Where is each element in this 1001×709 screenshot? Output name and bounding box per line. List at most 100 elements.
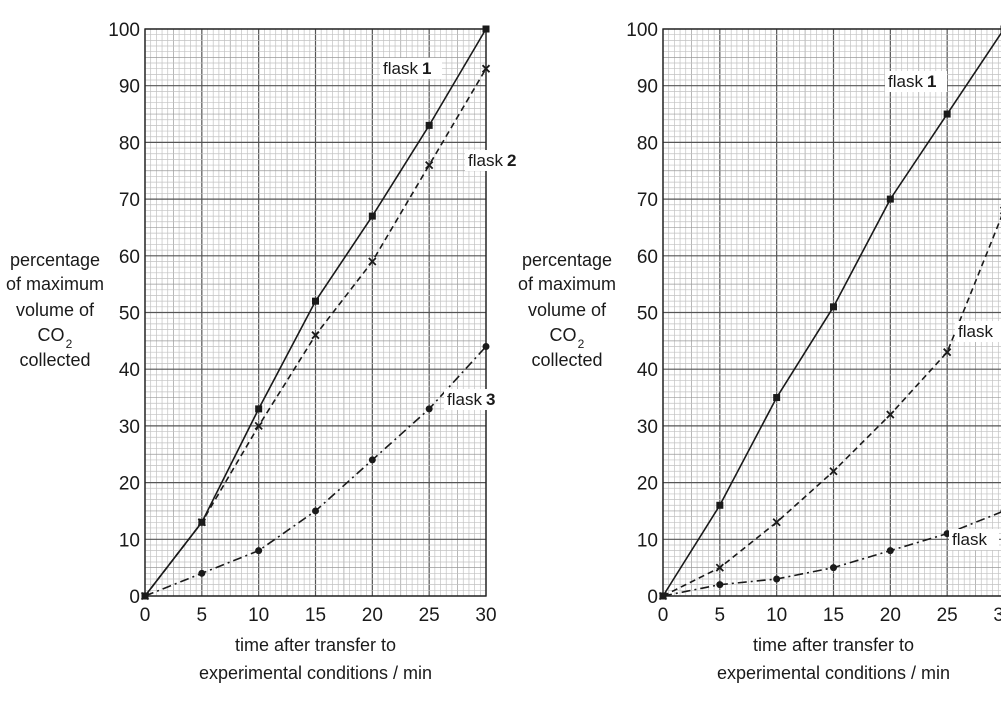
x-tick-label: 15 — [823, 605, 844, 626]
x-tick-label: 10 — [248, 605, 269, 626]
x-tick-label: 5 — [715, 605, 726, 626]
y-tick-label: 60 — [119, 247, 140, 268]
x-tick-label: 15 — [305, 605, 326, 626]
series-label-number: 1 — [422, 59, 431, 78]
data-point — [482, 25, 490, 33]
y-tick-label: 10 — [119, 530, 140, 551]
data-point — [255, 405, 263, 413]
y-tick-label: 100 — [626, 20, 658, 41]
y-tick-label: 0 — [129, 587, 140, 608]
series-label-bg — [885, 71, 947, 92]
x-tick-label: 30 — [993, 605, 1001, 626]
y-tick-label: 80 — [637, 133, 658, 154]
y-tick-label: 0 — [647, 587, 658, 608]
series-label-number: 3 — [486, 390, 495, 409]
data-point — [773, 394, 781, 402]
y-axis-label: volume of — [528, 300, 607, 320]
x-tick-label: 20 — [880, 605, 901, 626]
y-tick-label: 90 — [637, 77, 658, 98]
y-tick-label: 30 — [119, 417, 140, 438]
data-point — [943, 348, 952, 357]
data-point — [886, 195, 894, 203]
data-point — [368, 212, 376, 220]
data-point — [715, 563, 724, 572]
data-point — [773, 575, 781, 583]
y-axis-label-co: CO — [550, 325, 577, 345]
series-label-prefix: flask — [468, 151, 503, 170]
series-label-prefix: flask — [888, 72, 923, 91]
data-point — [716, 581, 724, 589]
x-tick-label: 30 — [475, 605, 496, 626]
series-line — [662, 511, 1001, 597]
data-point — [829, 467, 838, 476]
x-axis-label: time after transfer to — [753, 635, 914, 655]
data-point — [312, 507, 319, 515]
x-tick-label: 25 — [419, 605, 440, 626]
y-axis-label-co: CO — [38, 325, 65, 345]
series-label-bg — [465, 150, 527, 171]
y-axis-label: collected — [531, 350, 602, 370]
data-point — [482, 343, 490, 351]
series-label-bg — [949, 529, 999, 550]
data-point — [481, 64, 491, 73]
y-axis-label: percentage — [522, 250, 612, 270]
y-tick-label: 40 — [119, 360, 140, 381]
y-tick-label: 70 — [119, 190, 140, 211]
y-tick-label: 10 — [637, 530, 658, 551]
series-label-prefix: flask — [447, 390, 482, 409]
data-point — [254, 421, 263, 431]
series-label-bg — [380, 58, 442, 79]
data-point — [141, 592, 149, 600]
x-tick-label: 20 — [362, 605, 383, 626]
y-tick-label: 60 — [637, 247, 658, 268]
plot-frame — [662, 28, 1001, 597]
data-point — [943, 110, 951, 118]
series-label: flask 3 — [447, 390, 495, 409]
y-tick-label: 90 — [119, 77, 140, 98]
series-label-prefix: flask — [383, 59, 418, 78]
series-label: flask — [958, 322, 993, 341]
series-label-bg — [444, 389, 506, 410]
data-point — [198, 569, 206, 577]
data-point — [425, 405, 433, 413]
series-label-number: 1 — [927, 72, 936, 91]
data-point — [659, 592, 667, 600]
series-label: flask 1 — [383, 59, 431, 78]
series-label: flask — [952, 530, 987, 549]
y-tick-label: 50 — [119, 304, 140, 325]
data-point — [943, 530, 951, 538]
series-label: flask 2 — [468, 151, 516, 170]
y-axis-label: of maximum — [6, 274, 104, 294]
data-point — [772, 518, 781, 527]
x-tick-label: 0 — [658, 605, 669, 626]
x-tick-label: 25 — [937, 605, 958, 626]
y-tick-label: 20 — [637, 474, 658, 495]
data-point — [312, 297, 319, 305]
data-point — [255, 547, 263, 555]
y-axis-label-subscript: 2 — [66, 337, 73, 351]
plot-frame — [144, 28, 487, 597]
y-axis-label: of maximum — [518, 274, 616, 294]
x-tick-label: 10 — [766, 605, 787, 626]
y-axis-label-subscript: 2 — [578, 337, 585, 351]
chart-panel-2: 0 10 20 30 40 50 60 70 80 90 100 0 5 10 15 20 25 30 time a… — [518, 20, 1001, 683]
y-tick-label: 20 — [119, 474, 140, 495]
data-point — [197, 518, 206, 527]
series-label-prefix: flask — [958, 322, 993, 341]
data-point — [425, 121, 433, 129]
y-axis-label: percentage — [10, 250, 100, 270]
data-point — [425, 160, 434, 170]
data-point — [716, 501, 724, 509]
y-tick-label: 40 — [637, 360, 658, 381]
x-tick-label: 0 — [140, 605, 151, 626]
data-point — [886, 547, 894, 555]
data-point — [368, 257, 377, 266]
series-3 — [659, 509, 1001, 600]
data-point — [886, 410, 895, 419]
y-tick-label: 80 — [119, 133, 140, 154]
y-tick-label: 30 — [637, 417, 658, 438]
series-label-bg — [955, 321, 1001, 342]
x-axis-label: experimental conditions / min — [717, 663, 950, 683]
data-point — [311, 331, 320, 340]
data-point — [368, 456, 376, 464]
